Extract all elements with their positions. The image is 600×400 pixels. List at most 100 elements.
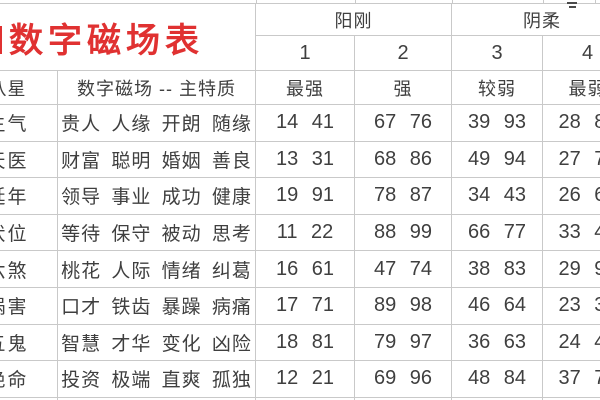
column-group-yin: 阴柔 [452, 3, 600, 36]
table-cell-traits: 口才 铁齿 暴躁 病痛 [58, 287, 256, 325]
trait-text: 投资 极端 直爽 孤独 [61, 370, 252, 392]
header-strength-1: 最强 [256, 71, 355, 105]
star-name: 生气 [0, 114, 29, 136]
table-cell-value: 48 84 [452, 361, 543, 398]
strength-label: 较弱 [478, 78, 516, 99]
table-cell-star: 五鬼 [0, 324, 58, 362]
value-pair: 18 81 [275, 330, 335, 353]
value-pair: 88 99 [373, 221, 433, 244]
clipped-next-row-cell [355, 397, 452, 400]
value-pair: 69 96 [373, 367, 433, 390]
clipped-glyph-fragment [567, 2, 577, 4]
value-pair: 36 63 [467, 330, 527, 353]
value-pair: 27 72 [558, 147, 600, 170]
number-label: 3 [491, 41, 503, 64]
trait-text: 贵人 人缘 开朗 随缘 [61, 114, 252, 136]
table-cell-traits: 贵人 人缘 开朗 随缘 [58, 105, 256, 142]
value-pair: 78 87 [373, 184, 433, 207]
value-pair: 19 91 [275, 184, 335, 207]
star-name: 五鬼 [0, 333, 29, 355]
value-pair: 46 64 [467, 294, 527, 317]
table-cell-value: 17 71 [256, 287, 355, 325]
table-cell-value: 11 22 [256, 214, 355, 252]
table-body: 生气 贵人 人缘 开朗 随缘 14 41 67 76 39 93 28 82 天… [0, 105, 600, 400]
value-pair: 34 43 [467, 184, 527, 207]
star-name: 天医 [0, 150, 29, 172]
table-cell-value: 68 86 [355, 141, 452, 179]
table-cell-value: 49 94 [452, 141, 543, 179]
trait-text: 智慧 才华 变化 凶险 [61, 333, 252, 355]
clipped-next-row-cell [0, 397, 58, 400]
strength-label: 强 [393, 78, 413, 99]
header-strength-3: 较弱 [452, 71, 543, 105]
value-pair: 89 98 [373, 294, 433, 317]
number-label: 1 [299, 41, 311, 64]
table-cell-value: 79 97 [355, 324, 452, 362]
clipped-next-row-cell [543, 397, 600, 400]
star-name: 绝命 [0, 370, 29, 392]
value-pair: 47 74 [373, 257, 433, 280]
header-strength-4: 最弱 [543, 71, 600, 105]
value-pair: 24 42 [558, 330, 600, 353]
table-cell-value: 46 64 [452, 287, 543, 325]
value-pair: 29 92 [558, 257, 600, 280]
grid-tick [256, 0, 257, 3]
table-cell-value: 28 82 [543, 105, 600, 142]
table-cell-value: 66 77 [452, 214, 543, 252]
clipped-red-stroke [0, 26, 2, 54]
table-cell-value: 38 83 [452, 251, 543, 288]
trait-text: 领导 事业 成功 健康 [61, 187, 252, 209]
star-name: 延年 [0, 187, 29, 209]
table-cell-traits: 领导 事业 成功 健康 [58, 178, 256, 215]
table-cell-value: 23 32 [543, 287, 600, 325]
table-cell-value: 33 44 [543, 214, 600, 252]
table-cell-traits: 等待 保守 被动 思考 [58, 214, 256, 252]
table-cell-value: 88 99 [355, 214, 452, 252]
value-pair: 33 44 [558, 221, 600, 244]
clipped-next-row-cell [452, 397, 543, 400]
number-label: 2 [397, 41, 409, 64]
value-pair: 79 97 [373, 330, 433, 353]
table-cell-value: 19 91 [256, 178, 355, 215]
star-name: 祸害 [0, 297, 29, 319]
table-cell-star: 天医 [0, 141, 58, 179]
table-cell-star: 伏位 [0, 214, 58, 252]
value-pair: 17 71 [275, 294, 335, 317]
clipped-glyph-fragment [569, 6, 576, 8]
clipped-next-row-cell [256, 397, 355, 400]
star-header-label: 八星 [0, 78, 27, 99]
value-pair: 38 83 [467, 257, 527, 280]
table-cell-value: 34 43 [452, 178, 543, 215]
table-cell-value: 16 61 [256, 251, 355, 288]
table-cell-value: 78 87 [355, 178, 452, 215]
column-number-1: 1 [256, 36, 355, 71]
value-pair: 37 73 [558, 367, 600, 390]
table-cell-value: 69 96 [355, 361, 452, 398]
table-cell-value: 67 76 [355, 105, 452, 142]
value-pair: 28 82 [558, 111, 600, 134]
table-cell-value: 13 31 [256, 141, 355, 179]
table-cell-traits: 智慧 才华 变化 凶险 [58, 324, 256, 362]
value-pair: 49 94 [467, 147, 527, 170]
number-label: 4 [581, 41, 594, 64]
table-cell-value: 18 81 [256, 324, 355, 362]
clipped-next-row-cell [58, 397, 256, 400]
header-strength-2: 强 [355, 71, 452, 105]
strength-label: 最强 [286, 78, 324, 99]
table-cell-traits: 投资 极端 直爽 孤独 [58, 361, 256, 398]
value-pair: 16 61 [275, 257, 335, 280]
table-header: 数字磁场表 阳刚 阴柔 1 2 3 4 八星 [0, 3, 600, 105]
table-cell-value: 12 21 [256, 361, 355, 398]
group-yin-label: 阴柔 [523, 10, 561, 31]
value-pair: 14 41 [275, 111, 335, 134]
table-cell-star: 延年 [0, 178, 58, 215]
table-cell-value: 37 73 [543, 361, 600, 398]
strength-label: 最弱 [568, 78, 600, 99]
table-cell-value: 36 63 [452, 324, 543, 362]
value-pair: 12 21 [275, 367, 335, 390]
table-cell-star: 绝命 [0, 361, 58, 398]
grid-tick [355, 0, 356, 3]
value-pair: 67 76 [373, 111, 433, 134]
table-cell-value: 26 62 [543, 178, 600, 215]
